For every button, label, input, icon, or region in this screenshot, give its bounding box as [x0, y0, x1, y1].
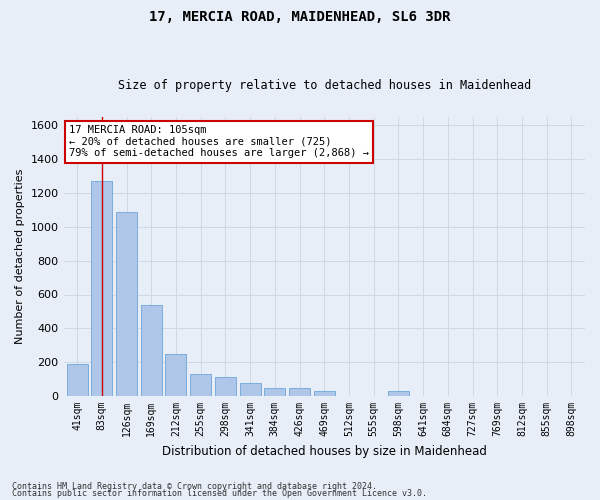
Bar [166, 354, 187, 396]
Text: 17 MERCIA ROAD: 105sqm
← 20% of detached houses are smaller (725)
79% of semi-de: 17 MERCIA ROAD: 105sqm ← 20% of detached… [69, 125, 369, 158]
Bar [314, 391, 335, 396]
Title: Size of property relative to detached houses in Maidenhead: Size of property relative to detached ho… [118, 79, 531, 92]
Y-axis label: Number of detached properties: Number of detached properties [15, 168, 25, 344]
Text: Contains public sector information licensed under the Open Government Licence v3: Contains public sector information licen… [12, 490, 427, 498]
Bar [116, 212, 137, 396]
Bar [190, 374, 211, 396]
Bar [141, 304, 162, 396]
Bar [67, 364, 88, 396]
Bar [91, 181, 112, 396]
Bar [265, 388, 286, 396]
Bar [215, 378, 236, 396]
Text: 17, MERCIA ROAD, MAIDENHEAD, SL6 3DR: 17, MERCIA ROAD, MAIDENHEAD, SL6 3DR [149, 10, 451, 24]
X-axis label: Distribution of detached houses by size in Maidenhead: Distribution of detached houses by size … [162, 444, 487, 458]
Bar [289, 388, 310, 396]
Bar [388, 391, 409, 396]
Bar [239, 382, 260, 396]
Text: Contains HM Land Registry data © Crown copyright and database right 2024.: Contains HM Land Registry data © Crown c… [12, 482, 377, 491]
